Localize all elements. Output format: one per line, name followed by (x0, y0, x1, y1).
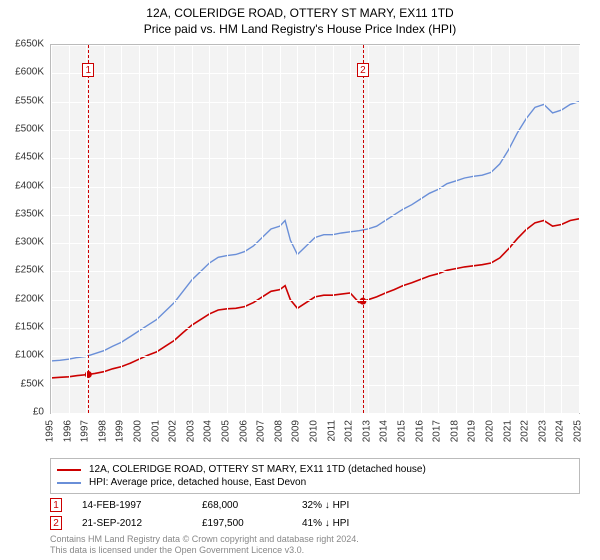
x-tick-label: 2004 (203, 420, 214, 442)
event-box-marker: 2 (357, 63, 369, 77)
event-marker-2: 2 (50, 516, 62, 530)
legend-row-series-2: HPI: Average price, detached house, East… (57, 476, 573, 489)
legend-label-2: HPI: Average price, detached house, East… (89, 477, 306, 488)
y-tick-label: £0 (33, 407, 44, 418)
footer-line-2: This data is licensed under the Open Gov… (50, 545, 580, 556)
y-tick-label: £200K (15, 293, 44, 304)
x-tick-label: 2013 (361, 420, 372, 442)
x-tick-label: 2016 (414, 420, 425, 442)
event-marker-1: 1 (50, 498, 62, 512)
y-tick-label: £500K (15, 123, 44, 134)
event-delta-2: 41% ↓ HPI (302, 518, 349, 529)
x-tick-label: 1995 (45, 420, 56, 442)
legend-label-1: 12A, COLERIDGE ROAD, OTTERY ST MARY, EX1… (89, 464, 426, 475)
x-tick-label: 2006 (238, 420, 249, 442)
event-delta-1: 32% ↓ HPI (302, 500, 349, 511)
event-price-1: £68,000 (202, 500, 282, 511)
x-tick-label: 2003 (185, 420, 196, 442)
y-tick-label: £350K (15, 208, 44, 219)
footer-line-1: Contains HM Land Registry data © Crown c… (50, 534, 580, 545)
x-tick-label: 2000 (133, 420, 144, 442)
y-axis-labels: £0£50K£100K£150K£200K£250K£300K£350K£400… (0, 44, 48, 414)
x-tick-label: 2012 (344, 420, 355, 442)
x-tick-label: 2022 (520, 420, 531, 442)
chart-title: 12A, COLERIDGE ROAD, OTTERY ST MARY, EX1… (0, 0, 600, 36)
event-price-2: £197,500 (202, 518, 282, 529)
x-tick-label: 2011 (326, 420, 337, 442)
event-vline (88, 45, 89, 413)
x-tick-label: 2009 (291, 420, 302, 442)
event-date-2: 21-SEP-2012 (82, 518, 182, 529)
y-tick-label: £150K (15, 322, 44, 333)
x-tick-label: 1996 (62, 420, 73, 442)
x-tick-label: 2021 (502, 420, 513, 442)
y-tick-label: £600K (15, 67, 44, 78)
event-date-1: 14-FEB-1997 (82, 500, 182, 511)
legend-row-series-1: 12A, COLERIDGE ROAD, OTTERY ST MARY, EX1… (57, 463, 573, 476)
x-tick-label: 2020 (485, 420, 496, 442)
x-tick-label: 2025 (573, 420, 584, 442)
events-table: 1 14-FEB-1997 £68,000 32% ↓ HPI 2 21-SEP… (50, 496, 580, 532)
x-tick-label: 2024 (555, 420, 566, 442)
x-tick-label: 2023 (537, 420, 548, 442)
footer-attribution: Contains HM Land Registry data © Crown c… (50, 534, 580, 556)
legend-swatch-2 (57, 482, 81, 484)
x-tick-label: 2002 (168, 420, 179, 442)
y-tick-label: £400K (15, 180, 44, 191)
x-tick-label: 2018 (449, 420, 460, 442)
event-row-2: 2 21-SEP-2012 £197,500 41% ↓ HPI (50, 514, 580, 532)
x-tick-label: 2005 (221, 420, 232, 442)
x-tick-label: 2001 (150, 420, 161, 442)
legend-box: 12A, COLERIDGE ROAD, OTTERY ST MARY, EX1… (50, 458, 580, 494)
x-tick-label: 2010 (309, 420, 320, 442)
x-tick-label: 1999 (115, 420, 126, 442)
title-line-2: Price paid vs. HM Land Registry's House … (0, 22, 600, 36)
event-vline (363, 45, 364, 413)
y-tick-label: £50K (21, 378, 44, 389)
y-tick-label: £550K (15, 95, 44, 106)
legend-swatch-1 (57, 469, 81, 471)
x-tick-label: 1997 (80, 420, 91, 442)
event-row-1: 1 14-FEB-1997 £68,000 32% ↓ HPI (50, 496, 580, 514)
x-tick-label: 2007 (256, 420, 267, 442)
x-axis-labels: 1995199619971998199920002001200220032004… (50, 416, 580, 456)
x-tick-label: 2014 (379, 420, 390, 442)
x-tick-label: 2019 (467, 420, 478, 442)
y-tick-label: £300K (15, 237, 44, 248)
x-tick-label: 2015 (397, 420, 408, 442)
chart-plot-area: 12 (50, 44, 580, 414)
event-box-marker: 1 (82, 63, 94, 77)
x-tick-label: 1998 (97, 420, 108, 442)
y-tick-label: £450K (15, 152, 44, 163)
y-tick-label: £650K (15, 39, 44, 50)
x-tick-label: 2017 (432, 420, 443, 442)
x-tick-label: 2008 (273, 420, 284, 442)
y-tick-label: £250K (15, 265, 44, 276)
y-tick-label: £100K (15, 350, 44, 361)
title-line-1: 12A, COLERIDGE ROAD, OTTERY ST MARY, EX1… (0, 6, 600, 20)
